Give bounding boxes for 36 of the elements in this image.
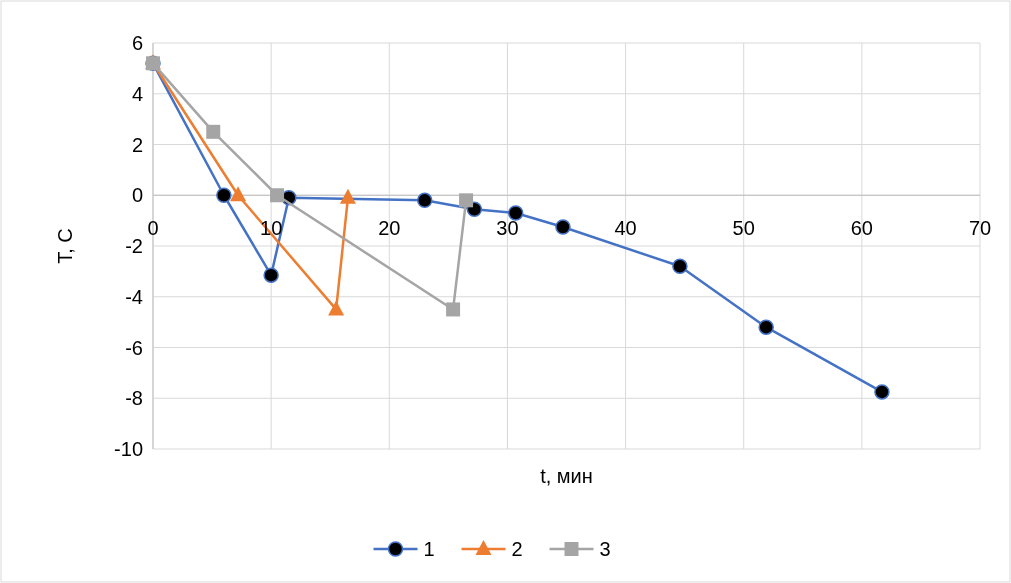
y-tick-label: -4 xyxy=(125,285,143,308)
point xyxy=(459,193,474,208)
y-tick-label: -2 xyxy=(125,235,143,257)
y-tick-label: 4 xyxy=(131,82,143,105)
point xyxy=(270,188,285,203)
point xyxy=(874,384,890,400)
x-tick-label: 40 xyxy=(614,217,637,240)
y-axis-title: T, C xyxy=(54,228,76,264)
y-tick-label: 0 xyxy=(131,184,143,207)
legend-label: 1 xyxy=(423,538,435,560)
x-tick-label: 20 xyxy=(378,217,401,240)
x-tick-label: 60 xyxy=(850,217,873,240)
x-tick-label: 70 xyxy=(968,217,992,240)
legend-label: 3 xyxy=(599,538,611,560)
x-tick-label: 30 xyxy=(496,217,519,240)
legend-label: 2 xyxy=(511,538,523,560)
point xyxy=(416,192,433,209)
point xyxy=(216,187,232,203)
point xyxy=(206,124,221,139)
y-tick-label: 2 xyxy=(131,133,143,156)
point xyxy=(507,205,524,221)
y-tick-label: -8 xyxy=(125,387,143,410)
point xyxy=(263,267,279,283)
point xyxy=(339,188,356,204)
x-tick-label: 0 xyxy=(147,217,159,240)
y-tick-label: 6 xyxy=(131,32,143,54)
point xyxy=(446,302,461,317)
y-tick-label: -6 xyxy=(125,336,143,359)
point xyxy=(555,219,571,235)
point xyxy=(230,186,247,202)
point xyxy=(758,319,774,335)
point xyxy=(328,300,345,316)
x-tick-label: 50 xyxy=(732,217,755,240)
point xyxy=(672,258,688,275)
y-tick-label: -10 xyxy=(114,438,143,460)
x-axis-title: t, мин xyxy=(540,465,593,487)
